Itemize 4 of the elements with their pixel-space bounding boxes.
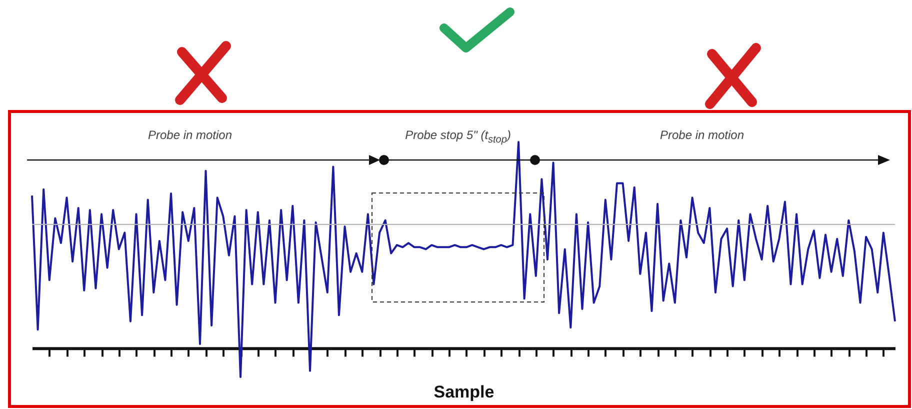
x-axis-title: Sample: [434, 382, 494, 402]
annotation: Probe stop 5" (t$_{stop}$): [405, 128, 511, 146]
text: Probe in motion: [148, 128, 232, 142]
text: Probe in motion: [660, 128, 744, 142]
